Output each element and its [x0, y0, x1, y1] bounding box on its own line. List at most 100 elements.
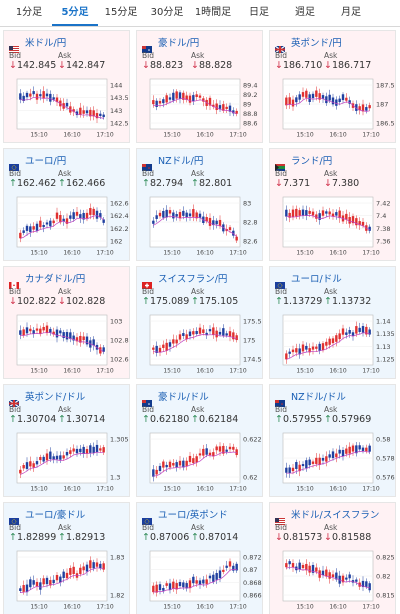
chart-container[interactable]: 89.4 89.2 89 88.8 88.6 15:10 16:10 17:10 [146, 77, 262, 139]
bid-quote: ↑0.62180 [142, 414, 189, 425]
currency-card[interactable]: 米ドル/円 Bid Ask ↓142.845 ↓142.847 144 143.5 143 14… [3, 30, 130, 143]
currency-card[interactable]: スイスフラン/円 Bid Ask ↑175.089 ↑175.105 175.5 175 17… [136, 266, 263, 379]
tab-3[interactable]: 30分足 [150, 7, 184, 18]
candle-body [95, 444, 99, 453]
y-tick-label: 1.125 [376, 356, 395, 364]
y-tick-label: 143.5 [110, 94, 129, 102]
chart-container[interactable]: 1.14 1.135 1.13 1.125 15:10 16:10 17:10 [279, 313, 395, 375]
tab-0[interactable]: 1分足 [15, 7, 43, 18]
chart-container[interactable]: 7.42 7.4 7.38 7.36 15:10 16:10 17:10 [279, 195, 395, 257]
chart-container[interactable]: 0.58 0.578 0.576 15:10 16:10 17:10 [279, 431, 395, 493]
chart-container[interactable]: 103 102.8 102.6 15:10 16:10 17:10 [13, 313, 129, 375]
currency-card[interactable]: 英ポンド/円 Bid Ask ↓186.710 ↓186.717 187.5 187 186.… [269, 30, 396, 143]
candle-body [285, 97, 288, 106]
x-tick-label: 15:10 [163, 250, 180, 257]
candle-body [222, 445, 225, 454]
tab-6[interactable]: 週足 [295, 7, 315, 18]
candle-body [331, 338, 335, 344]
candle-body [85, 564, 89, 572]
moving-average-line [20, 451, 104, 475]
candle-body [318, 213, 321, 220]
candle-body [361, 326, 365, 333]
currency-card[interactable]: NZドル/円 Bid Ask ↑82.794 ↑82.801 83 82.8 82.6 15:1… [136, 148, 263, 261]
chart-container[interactable]: 83 82.8 82.6 15:10 16:10 17:10 [146, 195, 262, 257]
tab-4[interactable]: 1時間足 [194, 7, 232, 18]
candle-body [102, 347, 105, 352]
currency-card[interactable]: 豪ドル/ドル Bid Ask ↑0.62180 ↑0.62184 0.622 0.62 15:… [136, 384, 263, 497]
currency-pair-link[interactable]: ユーロ/ドル [291, 273, 342, 285]
chart-container[interactable]: 1.305 1.3 15:10 16:10 17:10 [13, 431, 129, 493]
y-tick-label: 0.825 [376, 554, 395, 562]
candle-body [368, 583, 371, 591]
currency-pair-link[interactable]: NZドル/円 [158, 155, 204, 167]
currency-pair-link[interactable]: 米ドル/スイスフラン [291, 509, 380, 521]
currency-card[interactable]: 豪ドル/円 Bid Ask ↓88.823 ↓88.828 89.4 89.2 89 88.8 8… [136, 30, 263, 143]
currency-card[interactable]: ユーロ/ドル Bid Ask ↑1.13729 ↑1.13732 1.14 1.135 1.1… [269, 266, 396, 379]
currency-card[interactable]: 米ドル/スイスフラン Bid Ask ↓0.81573 ↓0.81588 0.825 0.8… [269, 502, 396, 614]
tab-5[interactable]: 日足 [249, 7, 269, 18]
currency-card[interactable]: ユーロ/英ポンド Bid Ask ↑0.87006 ↑0.87014 0.872 0.87 0… [136, 502, 263, 614]
ask-price: 1.13732 [331, 296, 372, 307]
currency-card[interactable]: カナダドル/円 Bid Ask ↓102.822 ↓102.828 103 102.8 102… [3, 266, 130, 379]
currency-pair-link[interactable]: ランド/円 [291, 155, 333, 167]
arrow-up-icon: ↑ [58, 532, 66, 543]
candle-body [22, 585, 25, 592]
candle-body [182, 333, 185, 336]
chart-container[interactable]: 162.6 162.4 162.2 162 15:10 16:10 17:10 [13, 195, 129, 257]
candle-body [228, 446, 232, 450]
bid-quote: ↑1.82899 [9, 532, 56, 543]
candle-body [102, 447, 105, 453]
currency-pair-link[interactable]: 米ドル/円 [25, 37, 67, 49]
candle-body [178, 582, 182, 587]
candle-body [52, 97, 55, 100]
chart-container[interactable]: 1.83 1.82 15:10 16:10 17:10 [13, 549, 129, 611]
currency-card[interactable]: ユーロ/豪ドル Bid Ask ↑1.82899 ↑1.82913 1.83 1.82 15:… [3, 502, 130, 614]
x-tick-label: 16:10 [63, 368, 80, 375]
candle-body [79, 567, 82, 574]
candle-body [192, 331, 195, 335]
y-tick-label: 0.58 [376, 436, 390, 444]
tab-1[interactable]: 5分足 [52, 0, 98, 26]
candle-body [208, 575, 212, 579]
candle-body [291, 349, 295, 353]
chart-container[interactable]: 0.825 0.82 0.815 15:10 16:10 17:10 [279, 549, 395, 611]
currency-pair-link[interactable]: 豪ドル/ドル [158, 391, 209, 403]
price-chart: 175.5 175 174.5 15:10 16:10 17:10 [149, 314, 262, 375]
chart-container[interactable]: 0.872 0.87 0.868 0.866 15:10 16:10 17:10 [146, 549, 262, 611]
currency-pair-link[interactable]: NZドル/ドル [291, 391, 346, 403]
currency-pair-link[interactable]: 豪ドル/円 [158, 37, 200, 49]
chart-container[interactable]: 175.5 175 174.5 15:10 16:10 17:10 [146, 313, 262, 375]
arrow-down-icon: ↓ [9, 60, 17, 71]
tab-7[interactable]: 月足 [341, 7, 361, 18]
chart-plot-area [149, 432, 241, 484]
chart-container[interactable]: 187.5 187 186.5 15:10 16:10 17:10 [279, 77, 395, 139]
currency-pair-link[interactable]: ユーロ/円 [25, 155, 67, 167]
candle-body [85, 212, 89, 219]
currency-card[interactable]: NZドル/ドル Bid Ask ↑0.57955 ↑0.57969 0.58 0.578 0.… [269, 384, 396, 497]
currency-card[interactable]: ランド/円 Bid Ask ↓7.371 ↓7.380 7.42 7.4 7.38 7.36 15… [269, 148, 396, 261]
candle-body [172, 581, 175, 589]
candle-body [92, 562, 95, 569]
arrow-up-icon: ↑ [191, 414, 199, 425]
currency-card[interactable]: 英ポンド/ドル Bid Ask ↑1.30704 ↑1.30714 1.305 1.3 15:… [3, 384, 130, 497]
currency-pair-link[interactable]: 英ポンド/円 [291, 37, 342, 49]
candle-body [315, 346, 318, 349]
candle-body [285, 563, 288, 568]
candle-body [345, 448, 348, 454]
chart-container[interactable]: 0.622 0.62 15:10 16:10 17:10 [146, 431, 262, 493]
candle-body [39, 328, 42, 334]
currency-pair-link[interactable]: ユーロ/英ポンド [158, 509, 228, 521]
candle-body [341, 94, 345, 101]
currency-card[interactable]: ユーロ/円 Bid Ask ↑162.462 ↑162.466 162.6 162.4 162… [3, 148, 130, 261]
candle-body [298, 94, 301, 100]
currency-pair-link[interactable]: カナダドル/円 [25, 273, 86, 285]
candle-body [198, 580, 202, 585]
chart-container[interactable]: 144 143.5 143 142.5 15:10 16:10 17:10 [13, 77, 129, 139]
currency-pair-link[interactable]: ユーロ/豪ドル [25, 509, 86, 521]
currency-pair-link[interactable]: スイスフラン/円 [158, 273, 228, 285]
card-header: 米ドル/円 [9, 35, 67, 53]
y-tick-label: 162.4 [110, 212, 129, 220]
tab-2[interactable]: 15分足 [104, 7, 138, 18]
currency-pair-link[interactable]: 英ポンド/ドル [25, 391, 86, 403]
candle-body [331, 574, 335, 577]
